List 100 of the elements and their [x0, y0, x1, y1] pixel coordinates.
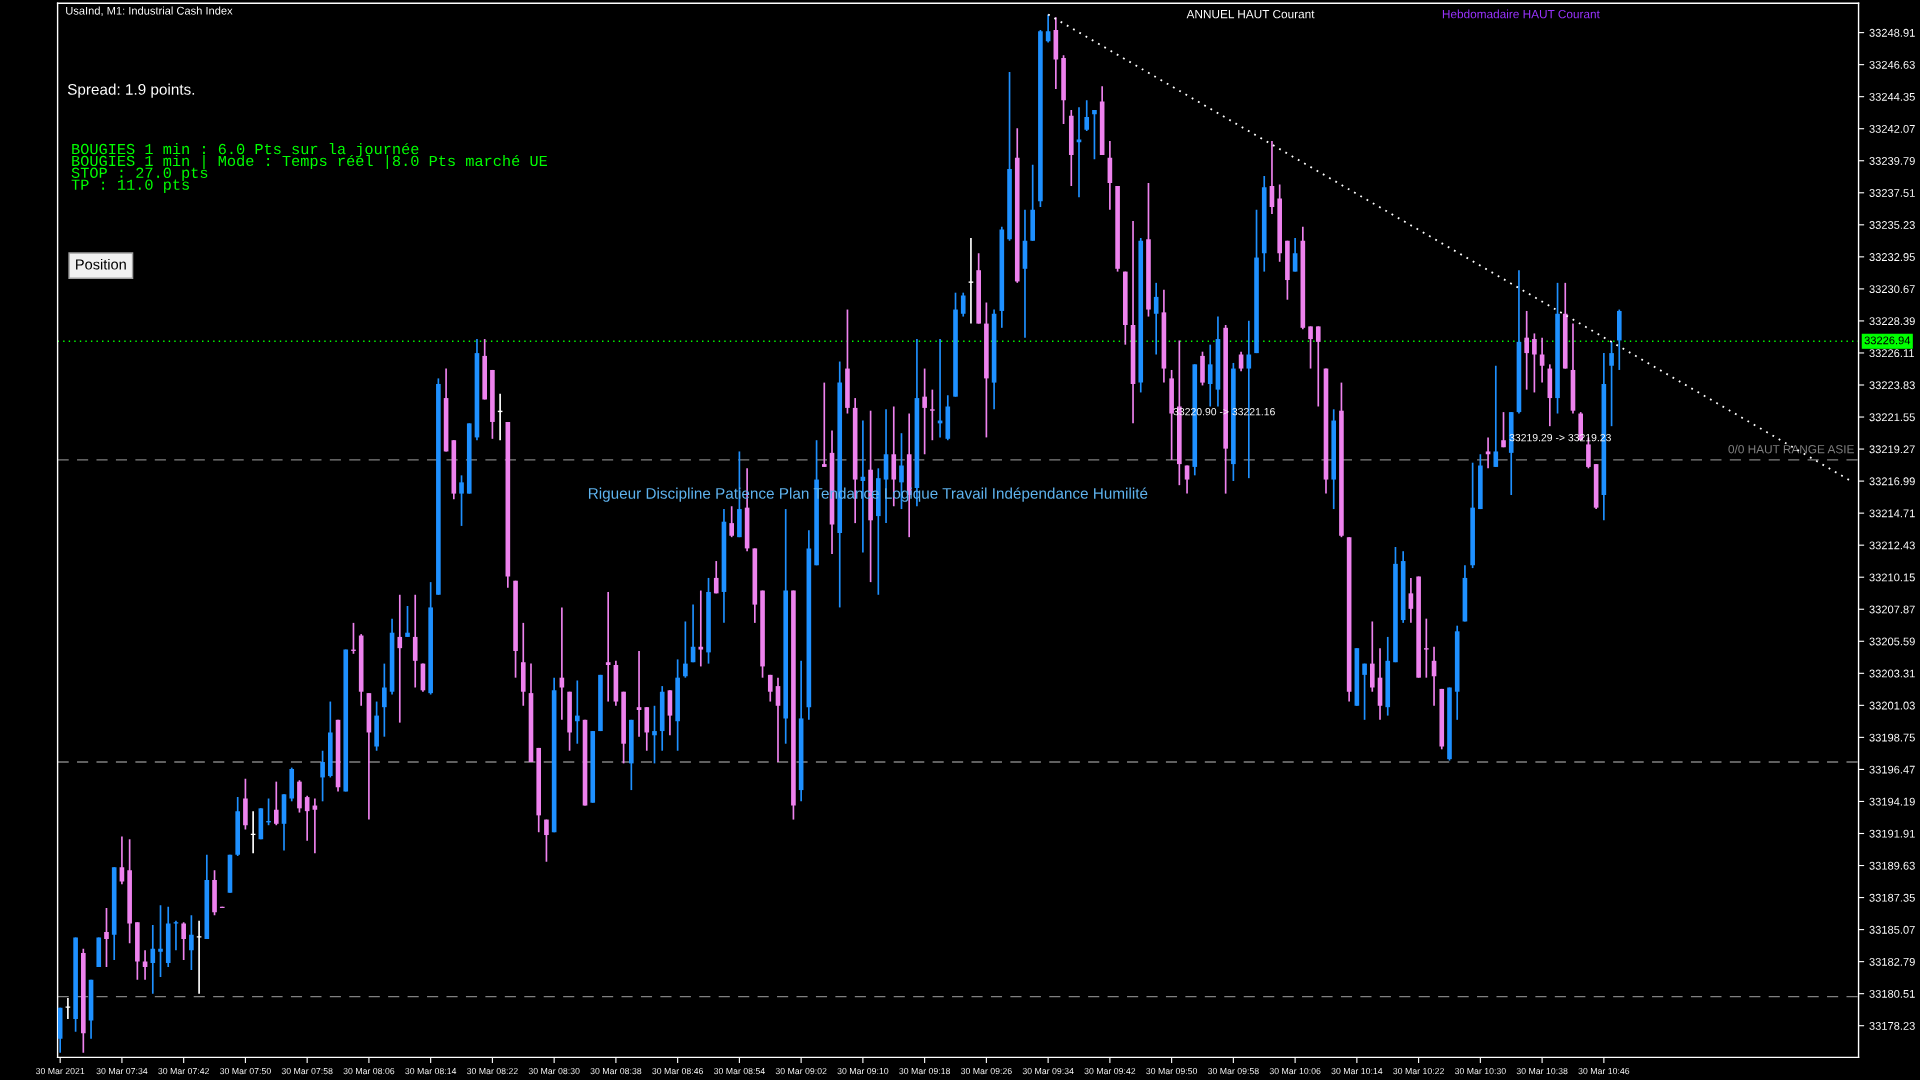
candlestick — [104, 907, 109, 968]
candlestick — [1424, 617, 1429, 679]
y-tick-label: 33212.43 — [1869, 541, 1915, 550]
y-tick-label: 33228.39 — [1869, 317, 1915, 326]
candlestick — [1485, 436, 1491, 470]
x-tick-label: 30 Mar 08:22 — [466, 1067, 518, 1075]
y-tick-label: 33203.31 — [1869, 669, 1915, 678]
candlestick — [1315, 325, 1321, 408]
x-tick-label: 30 Mar 10:30 — [1454, 1067, 1506, 1075]
candlestick — [173, 919, 179, 952]
y-tick-label: 33182.79 — [1869, 957, 1915, 966]
x-tick-label: 30 Mar 08:14 — [405, 1067, 457, 1075]
y-tick-label: 33185.07 — [1869, 925, 1915, 934]
y-tick-label: 33246.63 — [1869, 60, 1915, 69]
x-tick-label: 30 Mar 10:38 — [1516, 1067, 1568, 1075]
candlestick — [65, 997, 71, 1020]
x-tick-label: 30 Mar 07:58 — [281, 1067, 333, 1075]
y-tick-label: 33180.51 — [1869, 989, 1915, 998]
candlestick — [150, 924, 156, 995]
candlestick — [605, 591, 611, 703]
y-tick-label: 33232.95 — [1869, 253, 1915, 261]
candlestick — [158, 904, 163, 978]
candlestick — [1308, 325, 1313, 370]
candlestick — [1532, 332, 1537, 394]
x-tick-label: 30 Mar 07:50 — [219, 1067, 271, 1075]
y-tick-label: 33178.23 — [1869, 1021, 1915, 1030]
x-tick-label: 30 Mar 10:06 — [1269, 1067, 1321, 1075]
candlestick — [1524, 310, 1529, 391]
candlestick — [142, 949, 148, 981]
x-tick-label: 30 Mar 10:46 — [1578, 1067, 1630, 1075]
y-tick-label: 33207.87 — [1869, 605, 1915, 614]
y-tick-label: 33210.15 — [1869, 573, 1915, 582]
x-tick-label: 30 Mar 09:10 — [837, 1067, 889, 1075]
annotation: TP : 11.0 pts — [71, 179, 189, 193]
candlestick — [930, 388, 935, 442]
candlestick — [574, 679, 580, 745]
y-tick-label: 33214.71 — [1869, 509, 1915, 518]
y-tick-label: 33189.63 — [1869, 861, 1915, 870]
candlestick — [382, 662, 387, 738]
x-tick-label: 30 Mar 09:58 — [1207, 1067, 1259, 1075]
candlestick — [636, 650, 642, 738]
x-tick-label: 30 Mar 09:18 — [899, 1067, 951, 1075]
ref-line-label: 0/0 HAUT RANGE ASIE — [1728, 444, 1854, 454]
x-tick-label: 30 Mar 2021 — [35, 1067, 85, 1075]
candlestick — [968, 237, 974, 325]
candlestick — [1501, 411, 1506, 449]
y-tick-label: 33205.59 — [1869, 637, 1915, 646]
candlestick — [544, 818, 549, 863]
candlestick — [683, 620, 688, 679]
y-tick-label: 33223.83 — [1869, 381, 1915, 390]
annotation: Spread: 1.9 points. — [67, 83, 195, 98]
x-tick-label: 30 Mar 09:02 — [775, 1067, 827, 1075]
y-tick-label: 33219.27 — [1869, 445, 1915, 454]
annotation: Position — [76, 258, 126, 270]
candlestick — [405, 605, 410, 638]
x-tick-label: 30 Mar 10:22 — [1393, 1067, 1444, 1075]
annotation: Hebdomadaire HAUT Courant — [1442, 9, 1600, 19]
candlestick — [1369, 620, 1375, 693]
candlestick — [196, 919, 202, 995]
x-tick-label: 30 Mar 08:30 — [528, 1067, 580, 1075]
candlestick — [767, 674, 773, 703]
y-tick-label: 33201.03 — [1869, 701, 1915, 710]
candlestick — [320, 749, 325, 803]
y-tick-label: 33216.99 — [1869, 477, 1915, 486]
candlestick — [1153, 282, 1159, 356]
y-tick-label: 33191.91 — [1869, 829, 1915, 838]
candlestick — [1609, 341, 1614, 427]
candlestick — [698, 589, 704, 668]
y-tick-label: 33194.19 — [1869, 797, 1915, 806]
candlestick — [397, 593, 403, 724]
y-tick-label: 33230.67 — [1869, 285, 1915, 294]
y-tick-label: 33196.47 — [1869, 765, 1915, 774]
y-tick-label: 33248.91 — [1869, 28, 1915, 37]
candlestick — [273, 780, 279, 827]
x-tick-label: 30 Mar 08:54 — [713, 1067, 765, 1075]
candlestick — [459, 474, 464, 527]
x-tick-label: 30 Mar 08:38 — [590, 1067, 642, 1075]
x-tick-label: 30 Mar 10:14 — [1331, 1067, 1383, 1075]
candlestick — [1493, 364, 1499, 468]
x-tick-label: 30 Mar 09:34 — [1022, 1067, 1074, 1075]
x-tick-label: 30 Mar 08:46 — [652, 1067, 704, 1075]
ref-line-label: 33226.94 — [1864, 336, 1911, 345]
candlestick — [1207, 343, 1213, 408]
candlestick — [960, 291, 966, 318]
y-tick-label: 33239.79 — [1869, 157, 1915, 165]
candlestick — [412, 593, 418, 689]
candlestick — [181, 921, 186, 961]
y-tick-label: 33242.07 — [1869, 124, 1915, 133]
candlestick — [1084, 99, 1090, 132]
candlestick — [922, 367, 927, 456]
x-tick-label: 30 Mar 09:50 — [1146, 1067, 1198, 1075]
x-tick-label: 30 Mar 09:26 — [960, 1067, 1012, 1075]
y-tick-label: 33226.11 — [1869, 349, 1914, 358]
candlestick — [189, 914, 194, 971]
candlestick — [821, 381, 827, 468]
annotation: ANNUEL HAUT Courant — [1186, 9, 1315, 19]
candlestick — [1092, 109, 1097, 161]
candlestick — [729, 505, 734, 538]
candlestick — [1362, 662, 1367, 721]
x-tick-label: 30 Mar 07:34 — [96, 1067, 148, 1075]
